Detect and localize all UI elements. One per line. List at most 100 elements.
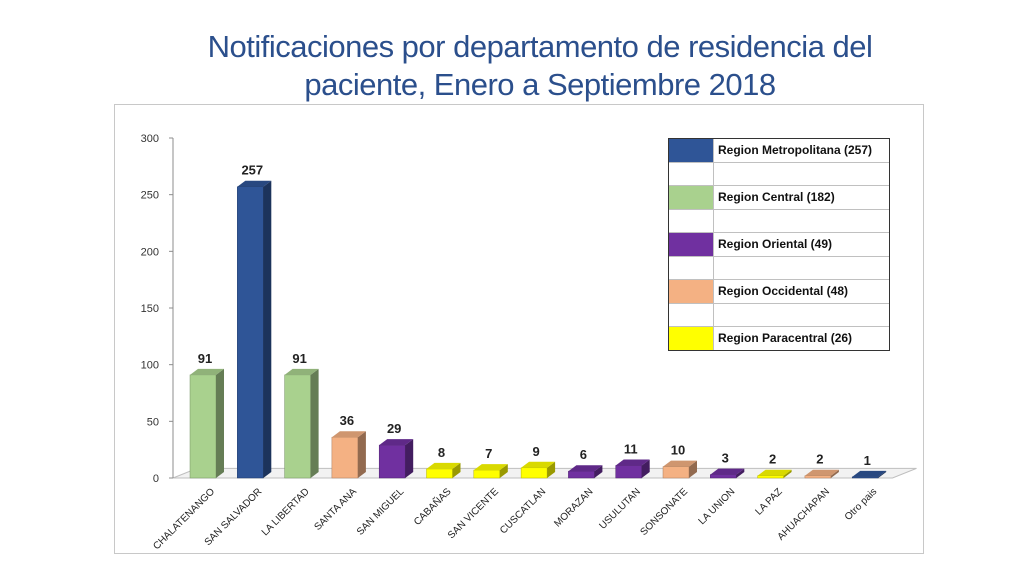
- bar-top: [331, 431, 366, 438]
- bar-top: [568, 465, 603, 472]
- bar-top: [663, 460, 697, 467]
- legend-row: [669, 303, 889, 327]
- legend-row: [669, 162, 889, 186]
- legend-row: Region Occidental (48): [669, 280, 889, 304]
- bar-front: [710, 474, 737, 479]
- bar-side: [499, 464, 508, 478]
- legend-row: Region Metropolitana (257): [669, 139, 889, 163]
- bar-front: [568, 470, 595, 479]
- bar-side: [310, 368, 319, 478]
- y-tick-label: 50: [147, 416, 159, 428]
- bar-side: [878, 470, 887, 478]
- legend-swatch: [669, 233, 714, 256]
- y-tick-label: 250: [141, 190, 159, 202]
- title-line-2: paciente, Enero a Septiembre 2018: [304, 67, 776, 102]
- bar-front: [804, 475, 832, 479]
- data-label: 2: [816, 452, 823, 467]
- y-tick-label: 100: [141, 360, 159, 372]
- bar-top: [852, 470, 887, 477]
- bar-side: [736, 468, 745, 478]
- legend-label: [714, 210, 718, 233]
- legend-label: Region Paracentral (26): [718, 331, 853, 345]
- data-label: 3: [722, 451, 729, 466]
- legend-row: [669, 209, 889, 233]
- legend-label: Region Oriental (49): [718, 237, 833, 251]
- category-label: CABAÑAS: [411, 485, 454, 528]
- bar-side: [594, 465, 603, 478]
- legend-label: Region Occidental (48): [718, 284, 849, 298]
- data-label: 257: [241, 163, 263, 178]
- legend-swatch: [669, 186, 714, 209]
- bar-side: [263, 180, 272, 478]
- bar-front: [426, 468, 453, 479]
- bar-front: [237, 186, 264, 479]
- bar-top: [284, 368, 319, 375]
- data-label: 11: [624, 442, 638, 457]
- bar-top: [521, 461, 556, 468]
- bar-top: [757, 469, 792, 476]
- bar-top: [426, 462, 461, 469]
- bar-top: [190, 368, 224, 375]
- category-label: LA LIBERTAD: [260, 486, 312, 538]
- category-label: SONSONATE: [638, 486, 690, 538]
- bar-front: [189, 374, 217, 479]
- data-label: 10: [671, 443, 685, 458]
- bar-front: [757, 475, 784, 479]
- bar-front: [378, 444, 406, 479]
- category-label: SAN VICENTE: [446, 486, 501, 541]
- legend-swatch: [669, 303, 714, 326]
- category-label: SAN MIGUEL: [355, 486, 407, 538]
- data-label: 8: [438, 445, 445, 460]
- bar-side: [405, 439, 414, 478]
- legend-swatch: [669, 327, 714, 350]
- bar-top: [710, 468, 745, 475]
- bar-side: [547, 461, 556, 478]
- legend-row: Region Central (182): [669, 186, 889, 210]
- bar-side: [216, 368, 224, 478]
- legend-label: Region Metropolitana (257): [718, 143, 873, 157]
- legend-label: [714, 304, 718, 327]
- bar-front: [615, 465, 642, 479]
- category-label: LA PAZ: [753, 486, 784, 517]
- data-label: 6: [580, 447, 587, 462]
- data-label: 36: [340, 413, 354, 428]
- bar-side: [641, 459, 650, 478]
- y-tick-label: 150: [141, 303, 159, 315]
- bar-front: [473, 469, 501, 479]
- legend-swatch: [669, 280, 714, 303]
- data-label: 29: [387, 421, 401, 436]
- y-tick-label: 300: [141, 133, 159, 145]
- data-label: 7: [485, 446, 492, 461]
- category-label: USULUTAN: [597, 486, 642, 531]
- title-line-1: Notificaciones por departamento de resid…: [207, 29, 873, 64]
- data-label: 91: [198, 351, 212, 366]
- bar-top: [473, 464, 508, 471]
- legend-swatch: [669, 162, 714, 185]
- bar-side: [452, 462, 461, 478]
- category-label: Otro pais: [843, 486, 879, 522]
- bar-front: [851, 476, 879, 479]
- bar-front: [520, 467, 548, 479]
- y-tick-label: 200: [141, 246, 159, 258]
- legend-label: Region Central (182): [718, 190, 835, 204]
- category-label: LA UNION: [697, 486, 738, 527]
- legend-label: [714, 257, 718, 280]
- bar-side: [689, 460, 697, 478]
- bar-top: [615, 459, 650, 466]
- legend-swatch: [669, 256, 714, 279]
- bar-top: [379, 439, 414, 446]
- chart-title: Notificaciones por departamento de resid…: [180, 28, 900, 104]
- data-label: 2: [769, 452, 776, 467]
- chart-legend: Region Metropolitana (257) Region Central…: [668, 138, 890, 351]
- legend-row: [669, 256, 889, 280]
- bar-side: [830, 469, 839, 478]
- data-label: 91: [292, 351, 306, 366]
- data-label: 9: [532, 444, 539, 459]
- category-label: MORAZAN: [552, 486, 595, 529]
- data-label: 1: [864, 453, 871, 468]
- bar-side: [783, 469, 792, 478]
- legend-swatch: [669, 139, 714, 162]
- legend-swatch: [669, 209, 714, 232]
- bar-top: [237, 180, 272, 187]
